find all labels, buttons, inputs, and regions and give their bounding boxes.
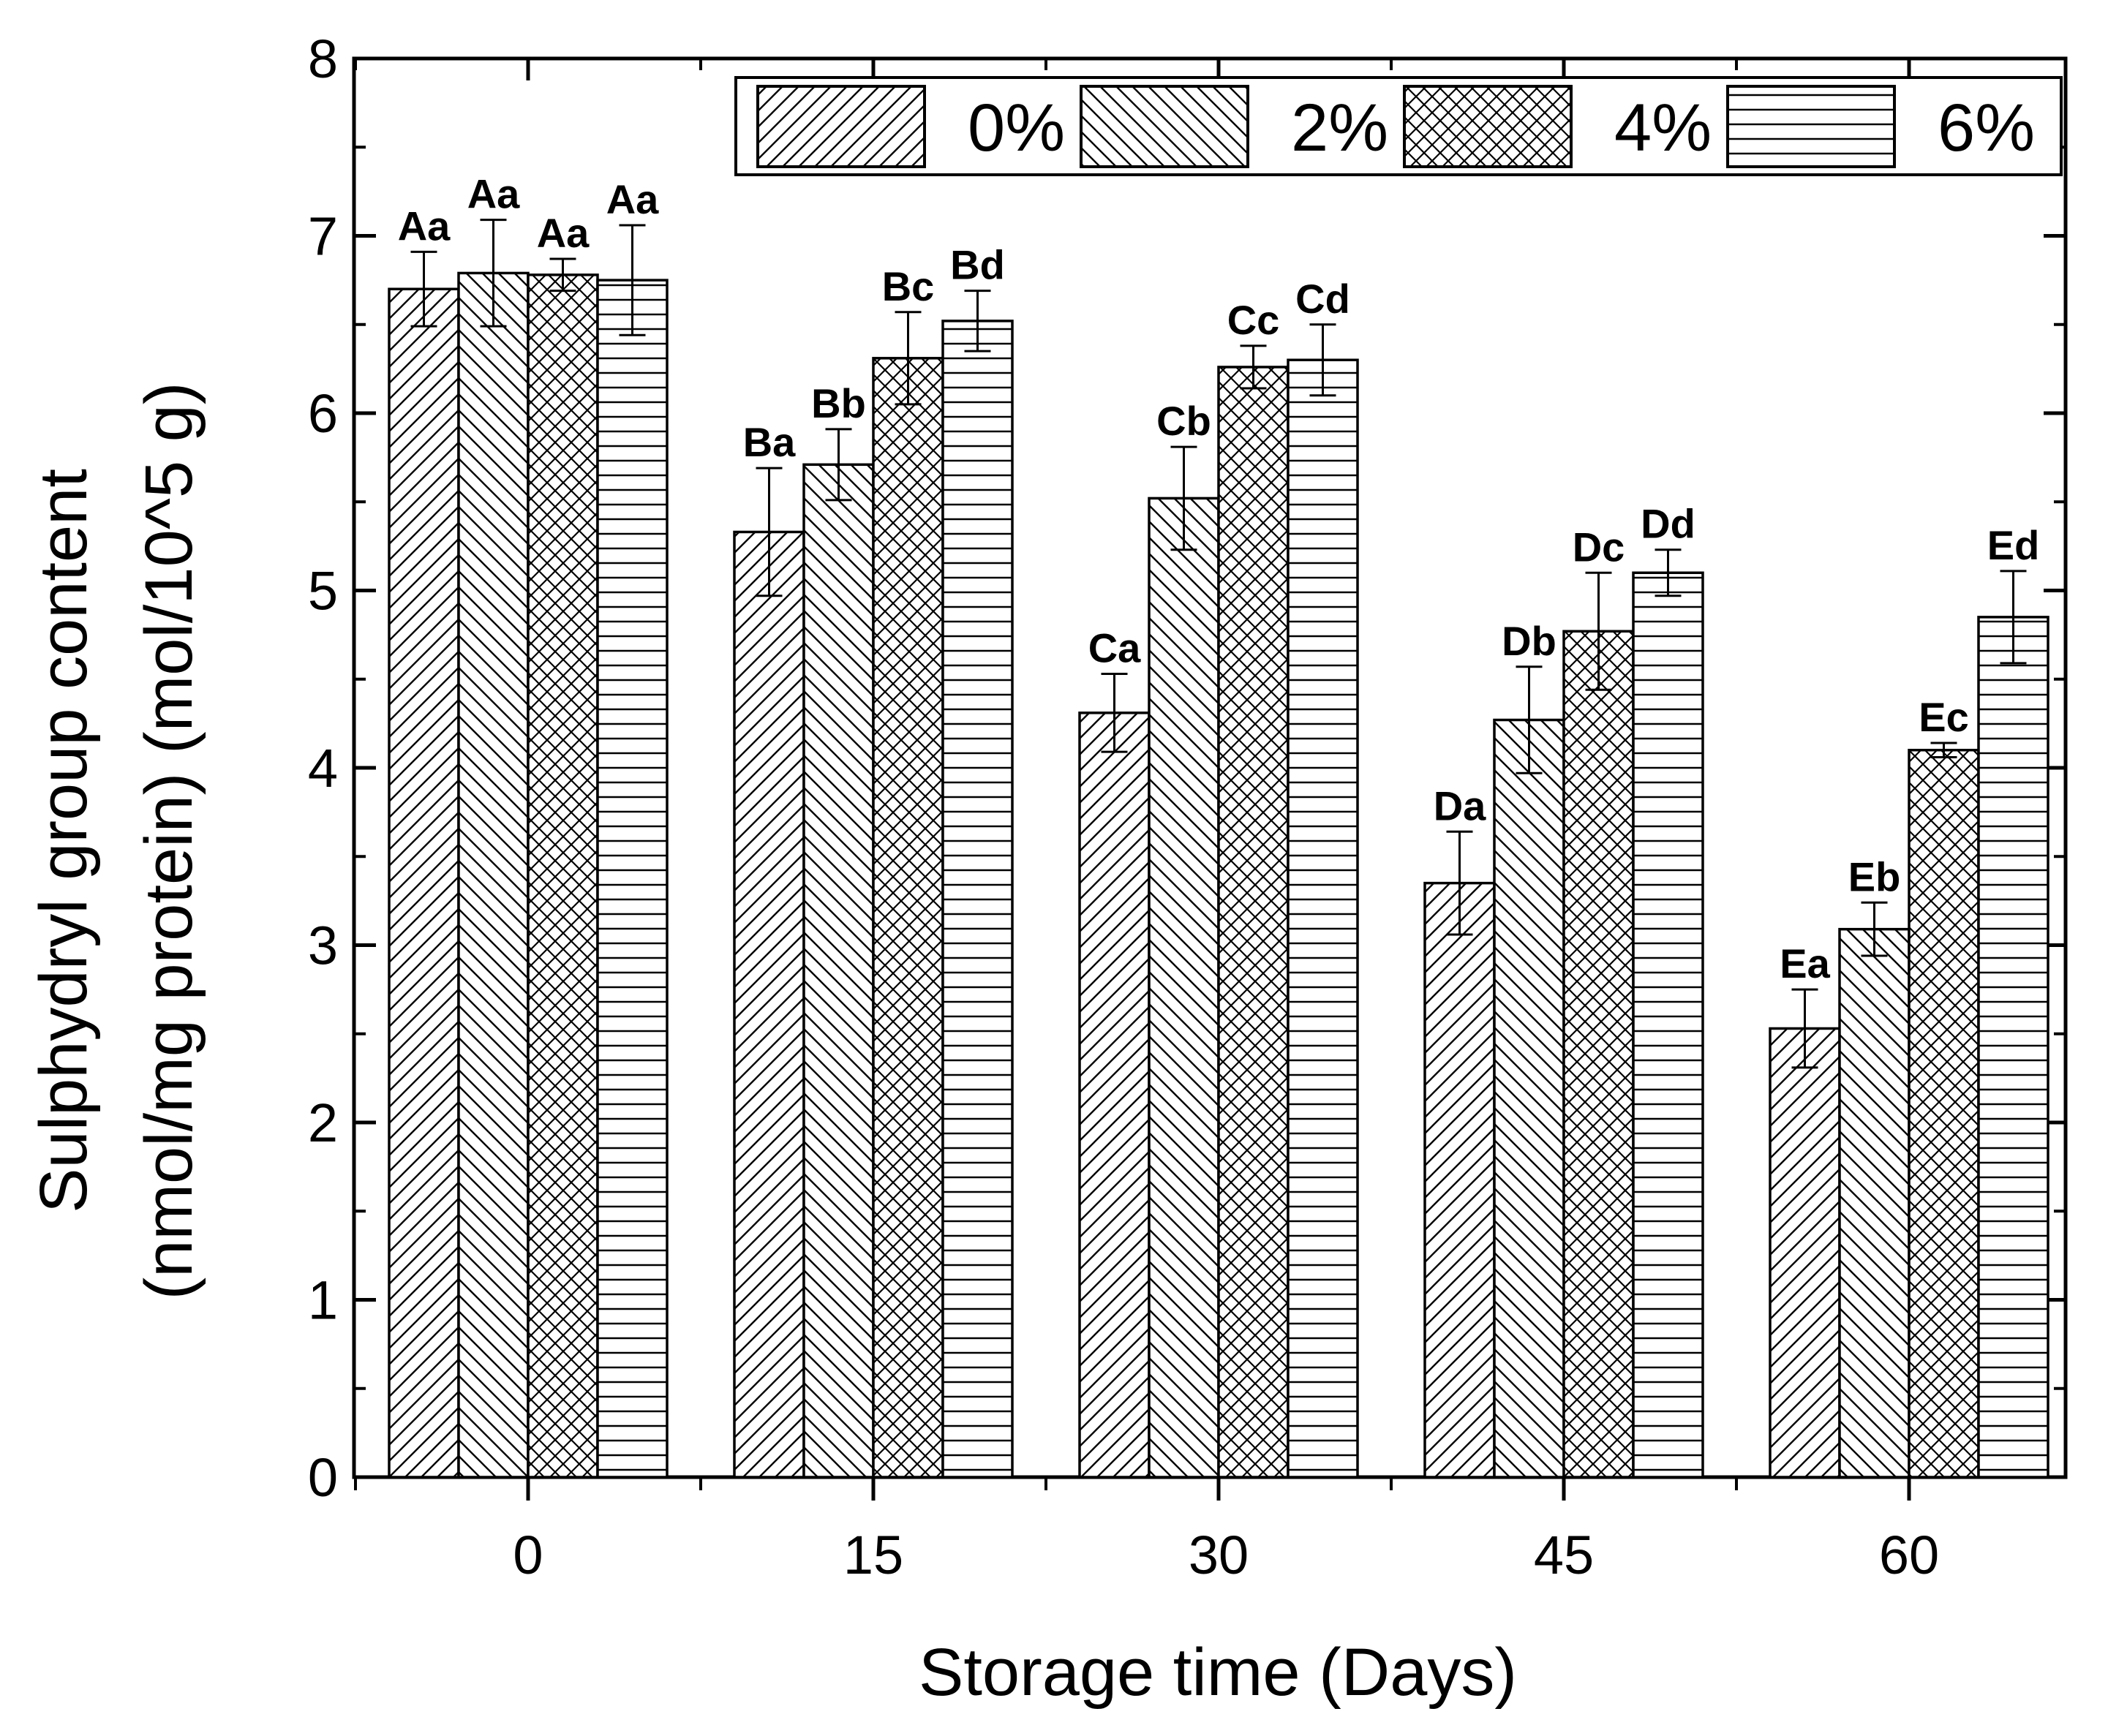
significance-label: Bb [811,380,866,426]
legend-label: 6% [1938,91,2035,165]
y-axis: 0 1 2 3 4 5 6 7 8 [308,29,2066,1508]
y-axis-title-line2: (nmol/mg protein) (mol/10^5 g) [132,382,206,1300]
significance-label: Aa [467,171,520,217]
x-tick-label: 45 [1534,1525,1594,1585]
bar-series [388,271,2049,1479]
bar [388,287,460,1479]
y-tick-label: 1 [308,1270,338,1331]
bar [1493,718,1565,1479]
legend-swatch [1080,85,1249,168]
bar [1908,749,1980,1479]
y-tick-label: 0 [308,1447,338,1508]
bar [1632,571,1704,1479]
bar [1078,712,1151,1479]
bar [1423,881,1496,1479]
bar [596,279,669,1479]
bar [1287,358,1359,1479]
y-tick-label: 4 [308,738,338,799]
significance-label: Ca [1088,624,1141,671]
bar [872,357,944,1479]
bar [1217,366,1290,1479]
bar [457,271,530,1479]
significance-label: Eb [1848,853,1901,899]
significance-label: Cb [1156,398,1211,444]
significance-label: Dd [1641,501,1695,547]
x-tick-label: 15 [843,1525,903,1585]
significance-label: Ed [1987,522,2040,568]
significance-label: Cc [1227,297,1280,343]
error-bars [410,219,2027,1069]
significance-label: Dc [1573,524,1625,570]
significance-label: Aa [537,210,590,256]
significance-label: Aa [398,203,451,249]
significance-label: Ea [1780,940,1830,986]
bar [802,463,875,1479]
significance-label: Aa [606,176,659,222]
x-tick-label: 60 [1879,1525,1939,1585]
bar [1769,1027,1841,1479]
significance-label: Ba [743,419,796,465]
legend-label: 4% [1614,91,1712,165]
significance-label: Db [1502,618,1556,664]
y-tick-label: 3 [308,916,338,976]
significance-label: Da [1434,782,1486,829]
bar [941,320,1014,1479]
y-tick-label: 8 [308,29,338,89]
legend-swatch [1403,85,1573,168]
legend-label: 2% [1291,91,1388,165]
significance-label: Bd [950,242,1005,288]
significance-label: Ec [1919,694,1969,740]
significance-label: Bc [882,263,935,309]
bar [1562,630,1635,1479]
bar [733,530,805,1479]
bar [1977,616,2049,1479]
legend-swatch [756,85,926,168]
y-tick-label: 6 [308,383,338,444]
x-tick-label: 0 [513,1525,543,1585]
legend-swatch [1726,85,1896,168]
bar [527,273,599,1479]
bar [1838,927,1911,1479]
y-tick-label: 2 [308,1092,338,1153]
x-tick-label: 30 [1189,1525,1249,1585]
y-tick-label: 5 [308,561,338,622]
legend-label: 0% [968,91,1065,165]
significance-label: Cd [1295,276,1350,322]
significance-labels: Aa Ba Ca Da Ea Aa Bb Cb Db Eb Aa Bc Cc Dc Ec Aa Bd Cd Dd Ed [398,171,2040,986]
y-tick-label: 7 [308,206,338,267]
bar [1148,497,1220,1479]
x-axis: 0 15 30 45 60 [354,59,1939,1585]
y-axis-title-line1: Sulphydryl group content [26,469,101,1213]
x-axis-title: Storage time (Days) [919,1635,1517,1710]
legend: 0% 2% 4% 6% [734,76,2063,176]
